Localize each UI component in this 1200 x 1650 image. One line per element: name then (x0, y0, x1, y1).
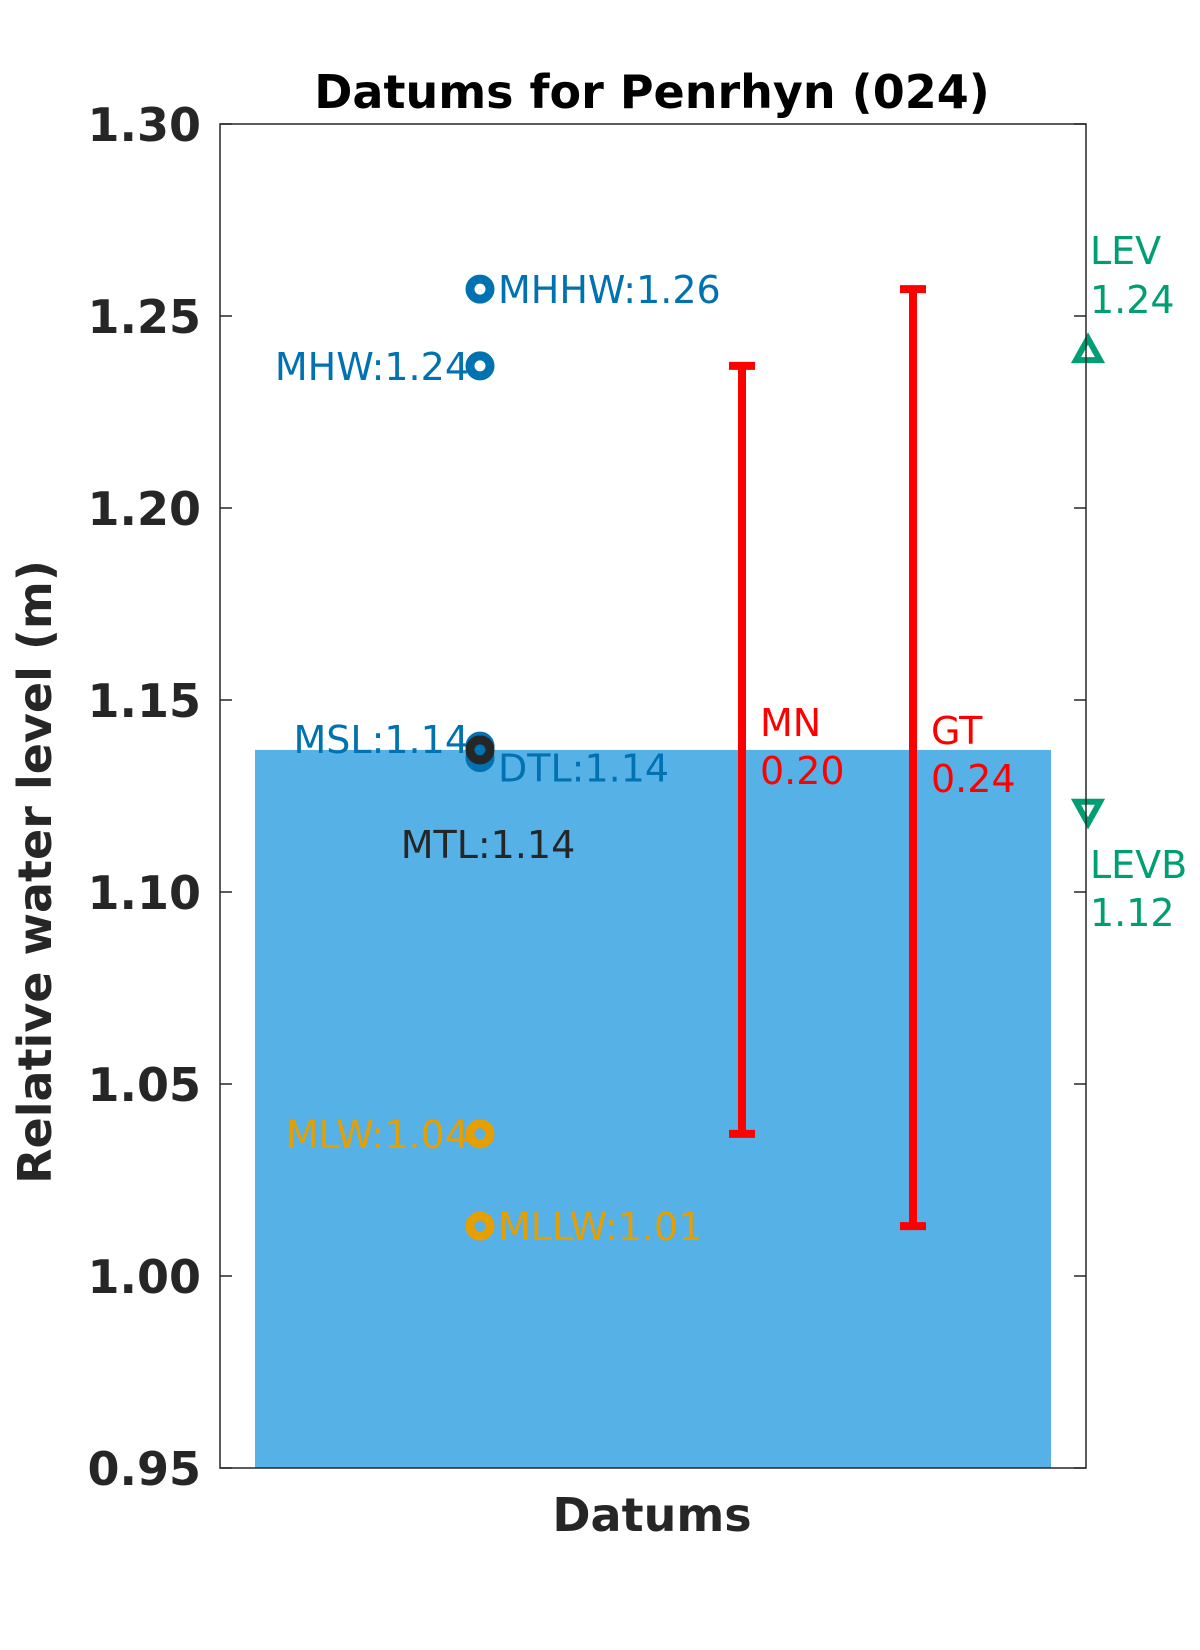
extreme-marker-levb (1070, 798, 1106, 830)
extreme-name-levb: LEVB (1090, 843, 1187, 887)
datum-label-msl: MSL:1.14 (294, 718, 470, 762)
extreme-name-lev: LEV (1090, 229, 1161, 273)
y-tick-label: 1.15 (88, 674, 202, 728)
y-tick-label: 0.95 (88, 1442, 202, 1496)
chart-title: Datums for Penrhyn (024) (314, 65, 990, 119)
datum-marker-mllw (465, 1211, 495, 1241)
y-tick-label: 1.00 (88, 1250, 202, 1304)
y-tick-label: 1.10 (88, 866, 202, 920)
y-tick-label: 1.20 (88, 482, 202, 536)
extreme-marker-lev (1070, 332, 1106, 364)
datum-label-mhw: MHW:1.24 (275, 345, 469, 389)
y-tick-label: 1.05 (88, 1058, 202, 1112)
plot-marks: MHHW:1.26 MHW:1.24 MSL:1.14 DTL:1.14 MTL:1.1… (275, 229, 1187, 1249)
range-value-mn: 0.20 (760, 749, 845, 793)
plot-background (255, 749, 1051, 1468)
datum-label-dtl: DTL:1.14 (498, 747, 669, 791)
range-name-mn: MN (760, 701, 821, 745)
y-axis: 0.95 1.00 1.05 1.10 1.15 1.20 1.25 1.30 (88, 98, 1087, 1496)
datum-marker-mtl (465, 735, 495, 765)
x-axis-label: Datums (552, 1488, 751, 1542)
range-name-gt: GT (931, 709, 983, 753)
y-axis-label: Relative water level (m) (8, 560, 62, 1184)
background-level-bar (255, 749, 1051, 1468)
datum-label-mhhw: MHHW:1.26 (498, 268, 721, 312)
datum-marker-mhw (465, 351, 495, 381)
y-tick-label: 1.30 (88, 98, 202, 152)
extreme-value-levb: 1.12 (1090, 891, 1175, 935)
datum-marker-mhhw (465, 274, 495, 304)
datum-label-mlw: MLW:1.04 (286, 1113, 469, 1157)
datum-label-mllw: MLLW:1.01 (498, 1205, 702, 1249)
plot-frame (219, 123, 1087, 1469)
datum-label-mtl: MTL:1.14 (401, 823, 576, 867)
extreme-value-lev: 1.24 (1090, 278, 1175, 322)
datum-marker-mlw (465, 1119, 495, 1149)
y-tick-label: 1.25 (88, 290, 202, 344)
range-value-gt: 0.24 (931, 757, 1016, 801)
